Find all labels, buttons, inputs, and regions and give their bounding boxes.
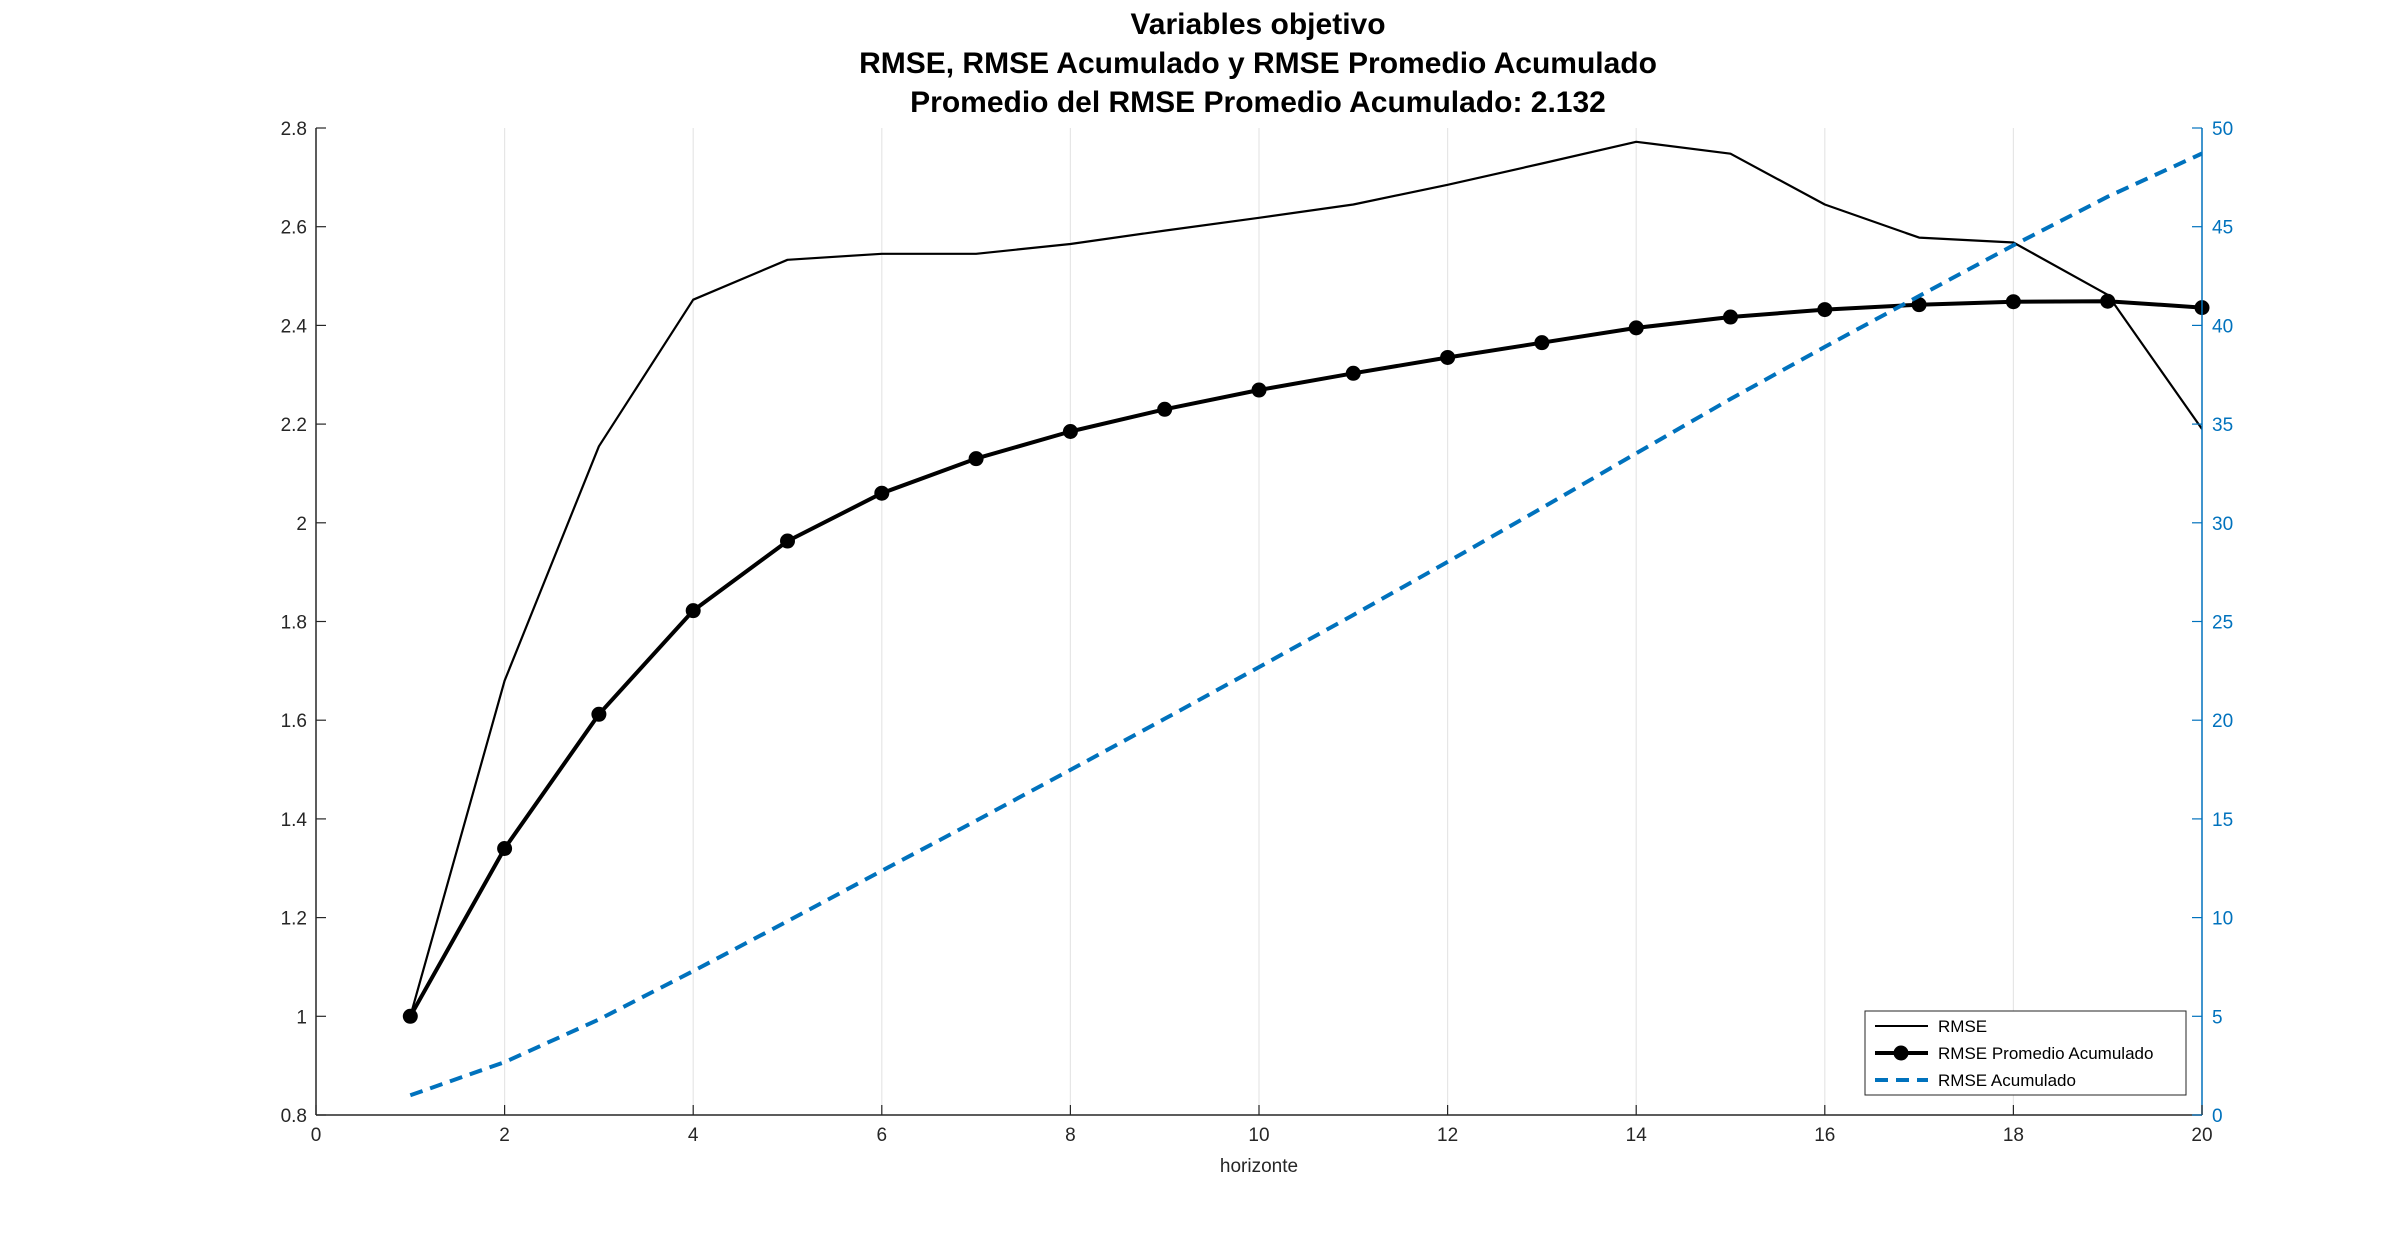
data-point-rmse-promedio-acumulado — [1628, 320, 1644, 336]
x-grid — [504, 128, 2015, 1115]
data-point-rmse-promedio-acumulado — [874, 485, 890, 501]
x-tick-label: 14 — [1626, 1125, 1648, 1146]
data-point-rmse-promedio-acumulado — [591, 706, 607, 722]
data-point-rmse-promedio-acumulado — [780, 533, 795, 549]
y-left-tick-label: 2.4 — [281, 316, 308, 337]
y-right-tick-label: 10 — [2212, 909, 2233, 930]
x-tick-label: 4 — [688, 1125, 699, 1146]
y-right-tick-label: 15 — [2212, 810, 2233, 831]
data-point-rmse-promedio-acumulado — [497, 841, 513, 857]
x-tick-label: 12 — [1437, 1125, 1458, 1146]
x-tick-label: 2 — [499, 1125, 510, 1146]
data-point-rmse-promedio-acumulado — [685, 603, 701, 619]
chart-title: Variables objetivo RMSE, RMSE Acumulado … — [859, 8, 1657, 119]
x-tick-label: 20 — [2191, 1125, 2212, 1146]
y-left-tick-label: 1.6 — [281, 711, 307, 732]
data-point-rmse-promedio-acumulado — [2005, 294, 2021, 310]
legend-label-rmse-promedio-acumulado: RMSE Promedio Acumulado — [1938, 1044, 2153, 1063]
data-point-rmse-promedio-acumulado — [1534, 335, 1550, 351]
data-point-rmse-promedio-acumulado — [968, 451, 984, 467]
legend-label-rmse-acumulado: RMSE Acumulado — [1938, 1071, 2076, 1090]
y-left-tick-label: 2.8 — [281, 119, 307, 140]
data-point-rmse-promedio-acumulado — [1345, 365, 1361, 381]
data-point-rmse-promedio-acumulado — [1817, 302, 1833, 318]
chart-title-line-3: Promedio del RMSE Promedio Acumulado: 2.… — [910, 86, 1606, 119]
data-point-rmse-promedio-acumulado — [1062, 424, 1078, 440]
x-tick-label: 16 — [1814, 1125, 1835, 1146]
y-right-tick-label: 5 — [2212, 1007, 2223, 1028]
data-point-rmse-promedio-acumulado — [1157, 401, 1173, 417]
y-right-tick-label: 45 — [2212, 218, 2233, 239]
chart-title-line-1: Variables objetivo — [1130, 8, 1385, 41]
y-right-tick-label: 30 — [2212, 514, 2233, 535]
y-left-tick-label: 2.2 — [281, 415, 307, 436]
y-right-tick-label: 20 — [2212, 711, 2233, 732]
data-point-rmse-promedio-acumulado — [1723, 309, 1738, 325]
chart-title-line-2: RMSE, RMSE Acumulado y RMSE Promedio Acu… — [859, 47, 1657, 80]
y-left-tick-label: 1.4 — [281, 810, 308, 831]
series-line-rmse-acumulado — [409, 151, 2202, 1098]
y-right-tick-label: 35 — [2212, 415, 2233, 436]
x-tick-label: 0 — [311, 1125, 322, 1146]
ticks: 0 2 4 6 8 10 12 14 16 18 20 0.8 1 1.2 1.4 1.6 1.8 2 2.2 2.4… — [281, 119, 2234, 1146]
x-axis-label: horizonte — [1220, 1156, 1298, 1177]
legend-label-rmse: RMSE — [1938, 1017, 1987, 1036]
x-tick-label: 18 — [2003, 1125, 2024, 1146]
y-right-tick-label: 25 — [2212, 613, 2233, 634]
x-tick-label: 8 — [1065, 1125, 1076, 1146]
x-tick-label: 6 — [877, 1125, 888, 1146]
y-left-tick-label: 2.6 — [281, 218, 307, 239]
y-right-tick-label: 40 — [2212, 316, 2233, 337]
x-tick-label: 10 — [1248, 1125, 1269, 1146]
legend-marker-rmse-promedio-acumulado — [1893, 1045, 1909, 1061]
y-left-tick-label: 0.8 — [281, 1106, 307, 1127]
legend: RMSE RMSE Promedio Acumulado RMSE Acumul… — [1864, 1010, 2187, 1096]
data-point-rmse-promedio-acumulado — [1251, 382, 1267, 398]
data-point-rmse-promedio-acumulado — [1440, 349, 1456, 365]
data-point-rmse-promedio-acumulado — [402, 1008, 418, 1024]
data-point-rmse-promedio-acumulado — [2100, 293, 2116, 309]
series-layer — [402, 140, 2210, 1098]
data-point-rmse-promedio-acumulado — [1911, 297, 1927, 313]
y-right-tick-label: 50 — [2212, 119, 2233, 140]
y-left-tick-label: 1.2 — [281, 909, 307, 930]
y-left-tick-label: 2 — [296, 514, 307, 535]
series-line-rmse — [409, 140, 2202, 1017]
y-right-tick-label: 0 — [2212, 1106, 2223, 1127]
y-left-tick-label: 1.8 — [281, 613, 307, 634]
y-left-tick-label: 1 — [296, 1007, 307, 1028]
